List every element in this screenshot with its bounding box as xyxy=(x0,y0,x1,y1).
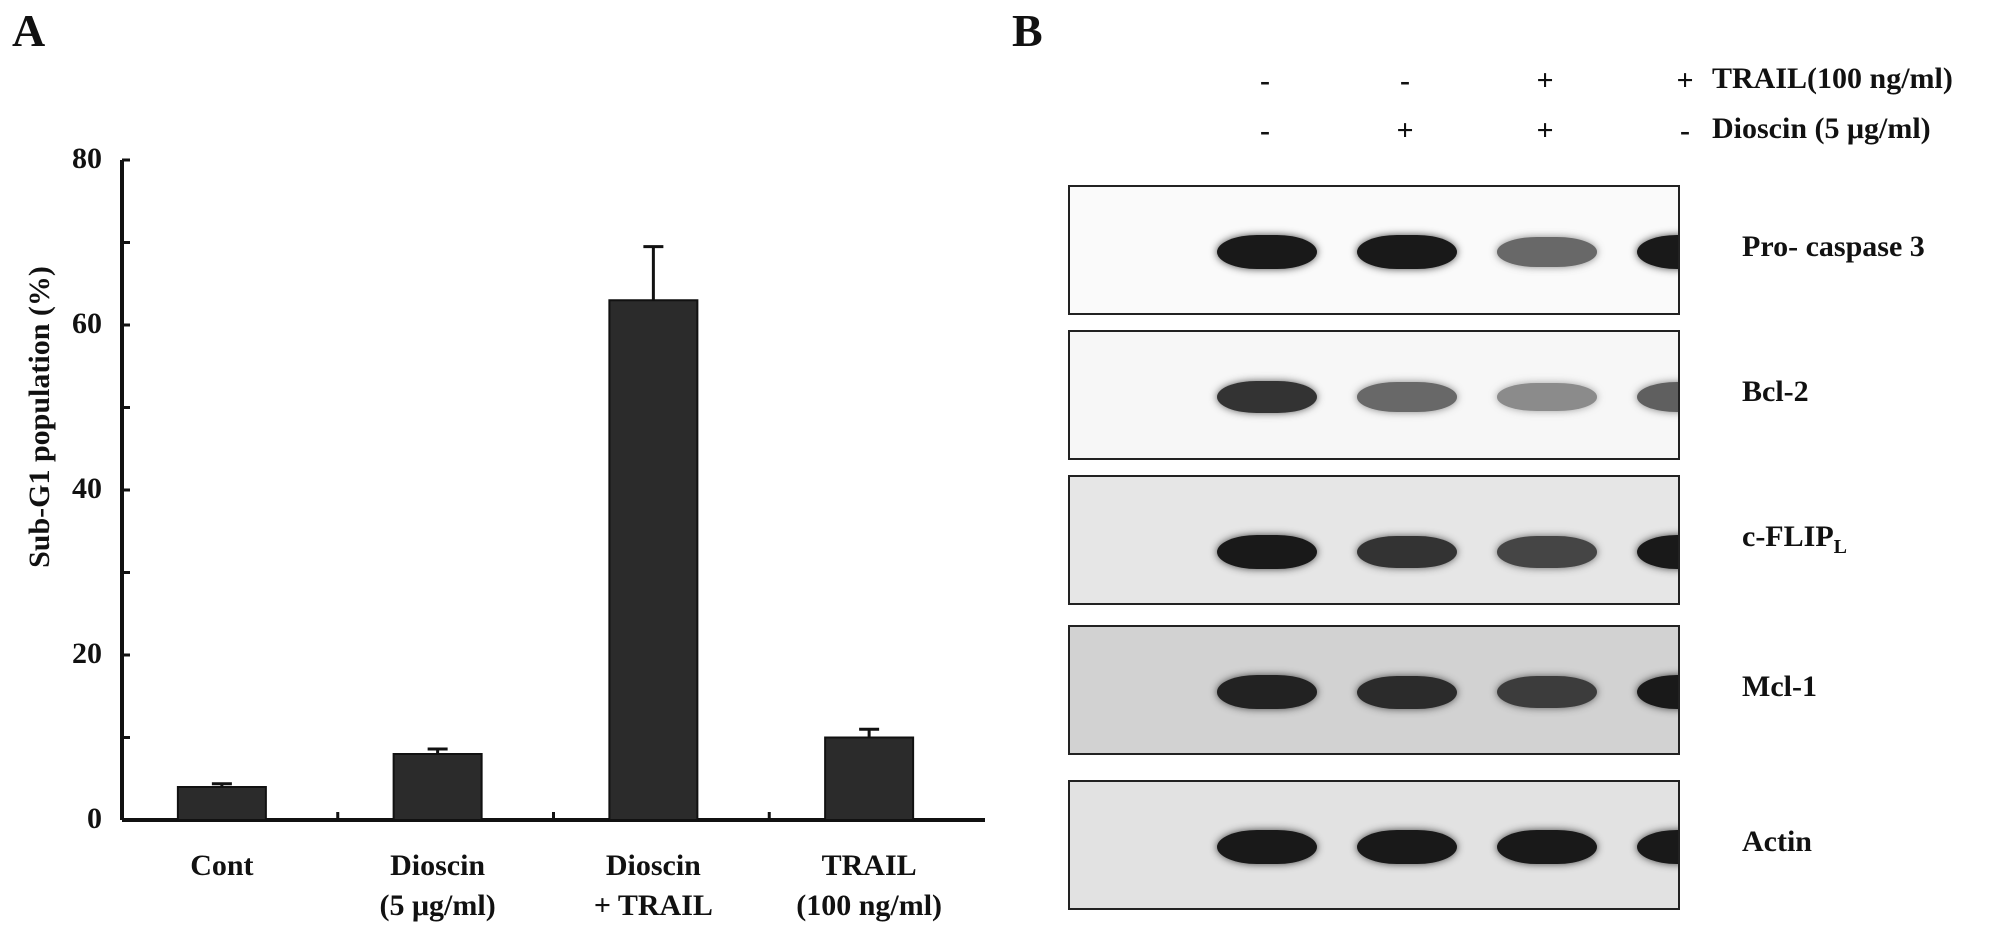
y-tick-label: 60 xyxy=(72,307,102,340)
protein-band xyxy=(1637,382,1678,412)
protein-band xyxy=(1497,237,1597,267)
protein-name: Bcl-2 xyxy=(1742,375,1809,408)
protein-band xyxy=(1217,535,1317,569)
x-category-label: TRAIL (100 ng/ml) xyxy=(779,846,959,926)
protein-name: Actin xyxy=(1742,825,1812,858)
protein-label: Mcl-1 xyxy=(1742,670,1817,704)
x-category-label: Dioscin (5 μg/ml) xyxy=(348,846,528,926)
western-blot: - - + + TRAIL(100 ng/ml) - + + - Dioscin (5 μg/ml… xyxy=(1000,0,2008,943)
protein-band xyxy=(1497,676,1597,708)
protein-band xyxy=(1637,535,1678,569)
x-category-line1: TRAIL xyxy=(821,849,917,882)
blot-strip xyxy=(1068,185,1680,315)
protein-band xyxy=(1637,675,1678,709)
x-category-label: Dioscin + TRAIL xyxy=(563,846,743,926)
protein-name: Pro- caspase 3 xyxy=(1742,230,1925,263)
x-category-line2: (5 μg/ml) xyxy=(379,889,496,922)
protein-band xyxy=(1217,830,1317,864)
bar xyxy=(824,736,915,821)
protein-band xyxy=(1357,535,1457,569)
treatment-sign: + xyxy=(1396,114,1414,147)
protein-name: Mcl-1 xyxy=(1742,670,1817,703)
protein-band xyxy=(1357,382,1457,412)
protein-band xyxy=(1497,830,1597,864)
protein-name: c-FLIP xyxy=(1742,520,1834,553)
treatment-sign: + xyxy=(1536,64,1554,97)
treatment-sign: - xyxy=(1260,114,1270,147)
blot-strip xyxy=(1068,330,1680,460)
y-tick-label: 20 xyxy=(72,637,102,670)
bar xyxy=(176,786,267,821)
x-category-line2: + TRAIL xyxy=(593,889,713,922)
protein-band xyxy=(1637,235,1678,269)
panel-letter-b: B xyxy=(1012,5,1043,56)
bar xyxy=(608,299,699,821)
treatment-sign: - xyxy=(1680,114,1690,147)
protein-band xyxy=(1497,536,1597,568)
x-category-line1: Dioscin xyxy=(390,849,486,882)
protein-label: Bcl-2 xyxy=(1742,375,1809,409)
condition-label: TRAIL(100 ng/ml) xyxy=(1712,62,1953,95)
x-category-line1: Cont xyxy=(190,849,254,882)
protein-band xyxy=(1497,383,1597,411)
protein-band xyxy=(1637,830,1678,864)
y-tick-label: 80 xyxy=(72,142,102,175)
bar-chart: Sub-G1 population (%) 0 20 40 60 80 Cont Diosc… xyxy=(0,0,1000,943)
x-category-line1: Dioscin xyxy=(605,849,701,882)
protein-band xyxy=(1217,235,1317,269)
treatment-sign: - xyxy=(1400,64,1410,97)
bar xyxy=(392,753,483,821)
protein-label: c-FLIPL xyxy=(1742,520,1847,559)
x-category-label: Cont xyxy=(132,846,312,886)
x-category-line2: (100 ng/ml) xyxy=(796,889,943,922)
protein-label: Actin xyxy=(1742,825,1812,859)
treatment-sign: - xyxy=(1260,64,1270,97)
condition-label: Dioscin (5 μg/ml) xyxy=(1712,112,1931,145)
blot-strip xyxy=(1068,780,1680,910)
protein-subscript: L xyxy=(1833,536,1847,558)
protein-band xyxy=(1217,675,1317,709)
protein-label: Pro- caspase 3 xyxy=(1742,230,1925,264)
y-tick-label: 40 xyxy=(72,472,102,505)
protein-band xyxy=(1357,830,1457,864)
treatment-sign: + xyxy=(1676,64,1694,97)
treatment-sign: + xyxy=(1536,114,1554,147)
chart-plot xyxy=(120,158,985,822)
panel-letter-a: A xyxy=(12,5,46,56)
blot-strip xyxy=(1068,475,1680,605)
protein-band xyxy=(1357,235,1457,269)
blot-strip xyxy=(1068,625,1680,755)
protein-band xyxy=(1357,675,1457,709)
protein-band xyxy=(1217,380,1317,414)
y-tick-label: 0 xyxy=(87,802,102,835)
